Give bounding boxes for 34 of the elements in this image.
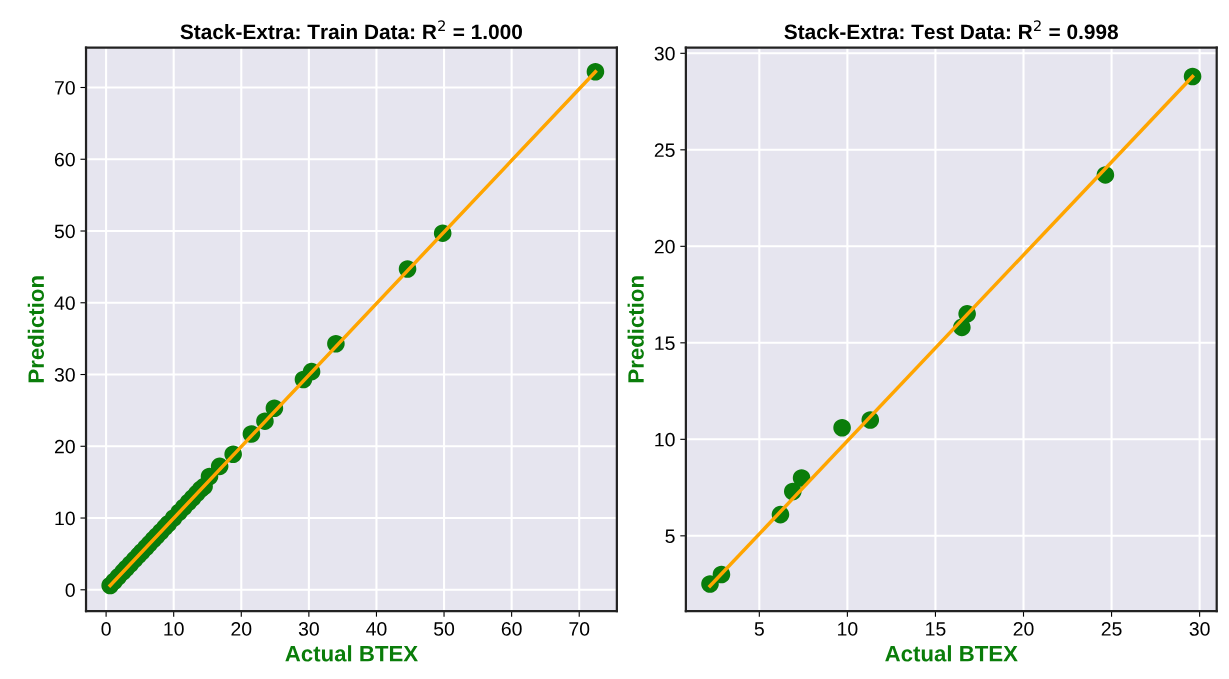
x-tick-label: 40 [366, 622, 387, 636]
y-tick-label: 5 [665, 529, 675, 544]
x-tick-label: 15 [926, 622, 946, 636]
y-axis-title: Prediction [627, 276, 644, 383]
y-tick-label: 10 [655, 432, 675, 447]
x-tick-label: 20 [231, 622, 252, 636]
x-tick-label: 0 [101, 622, 111, 636]
y-tick-label: 10 [55, 511, 75, 526]
y-tick-label: 50 [54, 224, 75, 239]
x-tick-label: 70 [569, 622, 590, 636]
y-tick-label: 25 [654, 143, 675, 158]
x-axis-title: Actual BTEX [885, 645, 1018, 662]
x-tick-label: 5 [754, 622, 764, 636]
y-tick-label: 15 [655, 336, 675, 351]
chart-title: Stack-Extra: Train Data: R$^{2}$ = 1.000 [180, 20, 522, 40]
x-axis-title: Actual BTEX [285, 645, 418, 662]
y-tick-label: 70 [54, 80, 75, 95]
x-tick-label: 30 [1189, 622, 1210, 636]
y-tick-label: 20 [54, 439, 75, 454]
x-tick-label: 25 [1101, 622, 1122, 636]
x-tick-label: 20 [1013, 622, 1034, 636]
x-tick-label: 30 [298, 622, 319, 636]
x-tick-label: 60 [501, 622, 522, 636]
x-tick-label: 10 [164, 622, 184, 636]
x-tick-label: 50 [434, 622, 455, 636]
y-tick-label: 30 [654, 46, 675, 61]
y-tick-label: 40 [54, 296, 75, 310]
y-tick-label: 60 [54, 152, 75, 167]
y-axis-title: Prediction [27, 276, 45, 383]
y-tick-label: 0 [65, 583, 75, 598]
x-tick-label: 10 [838, 622, 858, 636]
y-tick-label: 30 [54, 367, 75, 382]
chart-title: Stack-Extra: Test Data: R$^{2}$ = 0.998 [784, 20, 1118, 40]
y-tick-label: 20 [654, 239, 675, 254]
